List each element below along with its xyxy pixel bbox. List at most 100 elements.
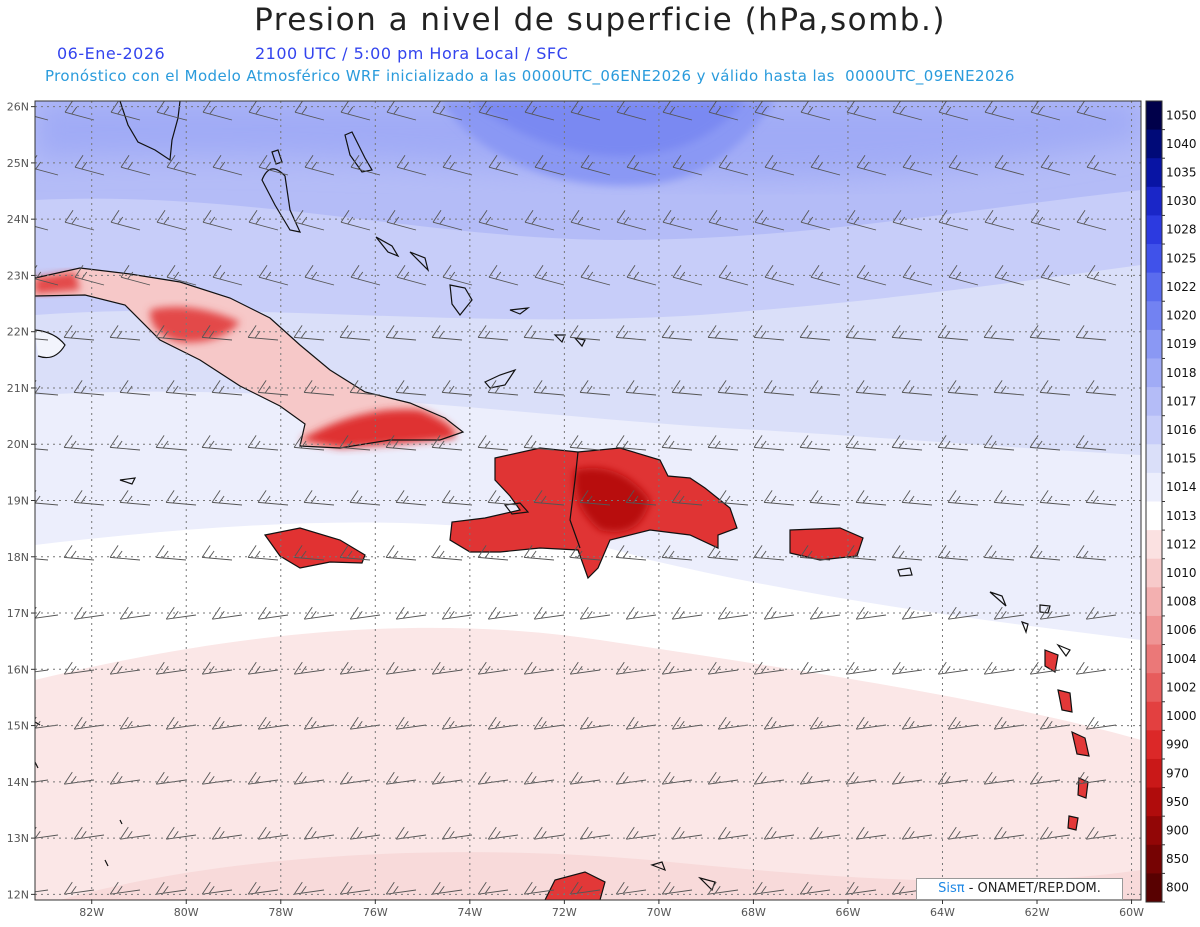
colorbar-swatch	[1146, 673, 1162, 703]
wind-barb	[395, 490, 427, 506]
wind-barb	[809, 380, 841, 396]
wind-barb	[73, 826, 105, 840]
colorbar-label: 1022	[1166, 280, 1197, 294]
wind-barb	[35, 226, 49, 231]
wind-barb	[63, 881, 95, 895]
graticule	[35, 101, 1141, 900]
wind-barb	[109, 545, 141, 561]
wind-barb	[1085, 606, 1117, 620]
lon-label: 60W	[1119, 906, 1144, 919]
wind-barb	[35, 669, 49, 673]
colorbar-swatch	[1146, 444, 1162, 474]
wind-barb	[616, 101, 647, 121]
wind-barb	[892, 209, 923, 231]
lon-label: 72W	[552, 906, 577, 919]
wind-barb	[1086, 264, 1117, 286]
wind-barb	[1085, 716, 1117, 730]
wind-barb	[119, 490, 151, 506]
wind-barb	[1075, 545, 1107, 561]
wind-barb	[708, 209, 739, 231]
wind-barb	[524, 209, 555, 231]
wind-barb	[753, 881, 785, 895]
lat-label: 13N	[7, 832, 29, 845]
wind-barb	[293, 881, 325, 895]
wind-barb	[707, 881, 739, 895]
wind-barb	[212, 154, 243, 176]
wind-barb	[155, 881, 187, 895]
colorbar-label: 1040	[1166, 137, 1197, 151]
colorbar-swatch	[1146, 158, 1162, 188]
wind-barb	[431, 881, 463, 895]
lat-label: 26N	[7, 101, 29, 114]
wind-barb	[35, 448, 49, 451]
lat-label: 24N	[7, 213, 29, 226]
wind-barb	[983, 545, 1015, 561]
wind-barb	[671, 716, 703, 730]
wind-barb	[845, 881, 877, 895]
lat-label: 20N	[7, 438, 29, 451]
colorbar-swatch	[1146, 787, 1162, 817]
wind-barb	[763, 490, 795, 506]
wind-barb	[257, 490, 289, 506]
wind-barb	[707, 771, 739, 785]
wind-barb	[754, 209, 785, 231]
lat-label: 22N	[7, 326, 29, 339]
colorbar-label: 1014	[1166, 480, 1197, 494]
wind-barb	[477, 881, 509, 895]
wind-barb	[947, 380, 979, 396]
colorbar-label: 990	[1166, 738, 1189, 752]
wind-barb	[156, 209, 187, 231]
wind-barb	[201, 661, 233, 675]
wind-barb	[902, 154, 933, 176]
colorbar-label: 970	[1166, 766, 1189, 780]
forecast-time: 2100 UTC / 5:00 pm Hora Local / SFC	[255, 44, 569, 63]
colorbar-swatch	[1146, 101, 1162, 131]
wind-barb	[35, 558, 49, 561]
wind-barb	[569, 545, 601, 561]
wind-barb	[662, 209, 693, 231]
wind-barb	[579, 826, 611, 840]
wind-barb	[119, 380, 151, 396]
credit-box: Sisπ - ONAMET/REP.DOM.	[916, 878, 1123, 900]
wind-barb	[201, 881, 233, 895]
lat-label: 19N	[7, 495, 29, 508]
colorbar-label: 1013	[1166, 509, 1197, 523]
wind-barb	[119, 606, 151, 620]
lat-label: 16N	[7, 663, 29, 676]
wind-barb	[155, 435, 187, 451]
wind-barb	[488, 154, 519, 176]
wind-barb	[478, 209, 509, 231]
wind-barb	[1040, 154, 1071, 176]
wind-barb	[431, 545, 463, 561]
wind-barb	[533, 490, 565, 506]
wind-barb	[1085, 380, 1117, 396]
wind-barb	[754, 101, 785, 121]
map-area	[35, 101, 1141, 900]
wind-barb	[1030, 209, 1061, 231]
wind-barb	[35, 826, 59, 839]
wind-barb	[938, 209, 969, 231]
wind-barb	[110, 209, 141, 231]
wind-barb	[202, 209, 233, 231]
lon-label: 82W	[79, 906, 104, 919]
colorbar-swatch	[1146, 816, 1162, 846]
wind-barb	[349, 826, 381, 840]
wind-barb	[753, 325, 785, 341]
lat-label: 25N	[7, 157, 29, 170]
lon-label: 66W	[836, 906, 861, 919]
wind-barb	[211, 826, 243, 840]
colorbar-swatch	[1146, 329, 1162, 359]
colorbar-label: 1002	[1166, 680, 1197, 694]
colorbar-label: 1050	[1166, 108, 1197, 122]
wind-barb	[993, 380, 1025, 396]
lat-label: 15N	[7, 720, 29, 733]
wind-barb	[257, 606, 289, 620]
colorbar-swatch	[1146, 358, 1162, 388]
wind-barb	[1030, 101, 1061, 121]
wind-barb	[856, 154, 887, 176]
lon-label: 74W	[457, 906, 482, 919]
wind-barb	[855, 826, 887, 840]
wind-barb	[293, 435, 325, 451]
colorbar-frame	[1145, 100, 1163, 903]
wind-barb	[396, 264, 427, 286]
